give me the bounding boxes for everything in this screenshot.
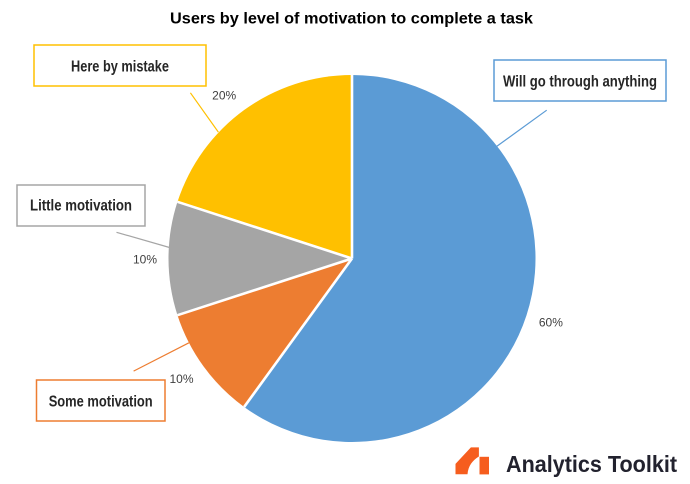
svg-text:Will go through anything: Will go through anything: [503, 74, 657, 91]
svg-text:10%: 10%: [169, 372, 193, 386]
svg-text:Users by level of motivation t: Users by level of motivation to complete…: [170, 10, 533, 27]
svg-text:Some motivation: Some motivation: [49, 394, 153, 411]
svg-text:10%: 10%: [133, 253, 157, 267]
svg-text:Analytics Toolkit: Analytics Toolkit: [506, 451, 677, 477]
svg-text:60%: 60%: [539, 316, 563, 330]
svg-text:20%: 20%: [212, 89, 236, 103]
svg-text:Little motivation: Little motivation: [30, 197, 132, 214]
svg-text:Here by mistake: Here by mistake: [71, 59, 169, 76]
